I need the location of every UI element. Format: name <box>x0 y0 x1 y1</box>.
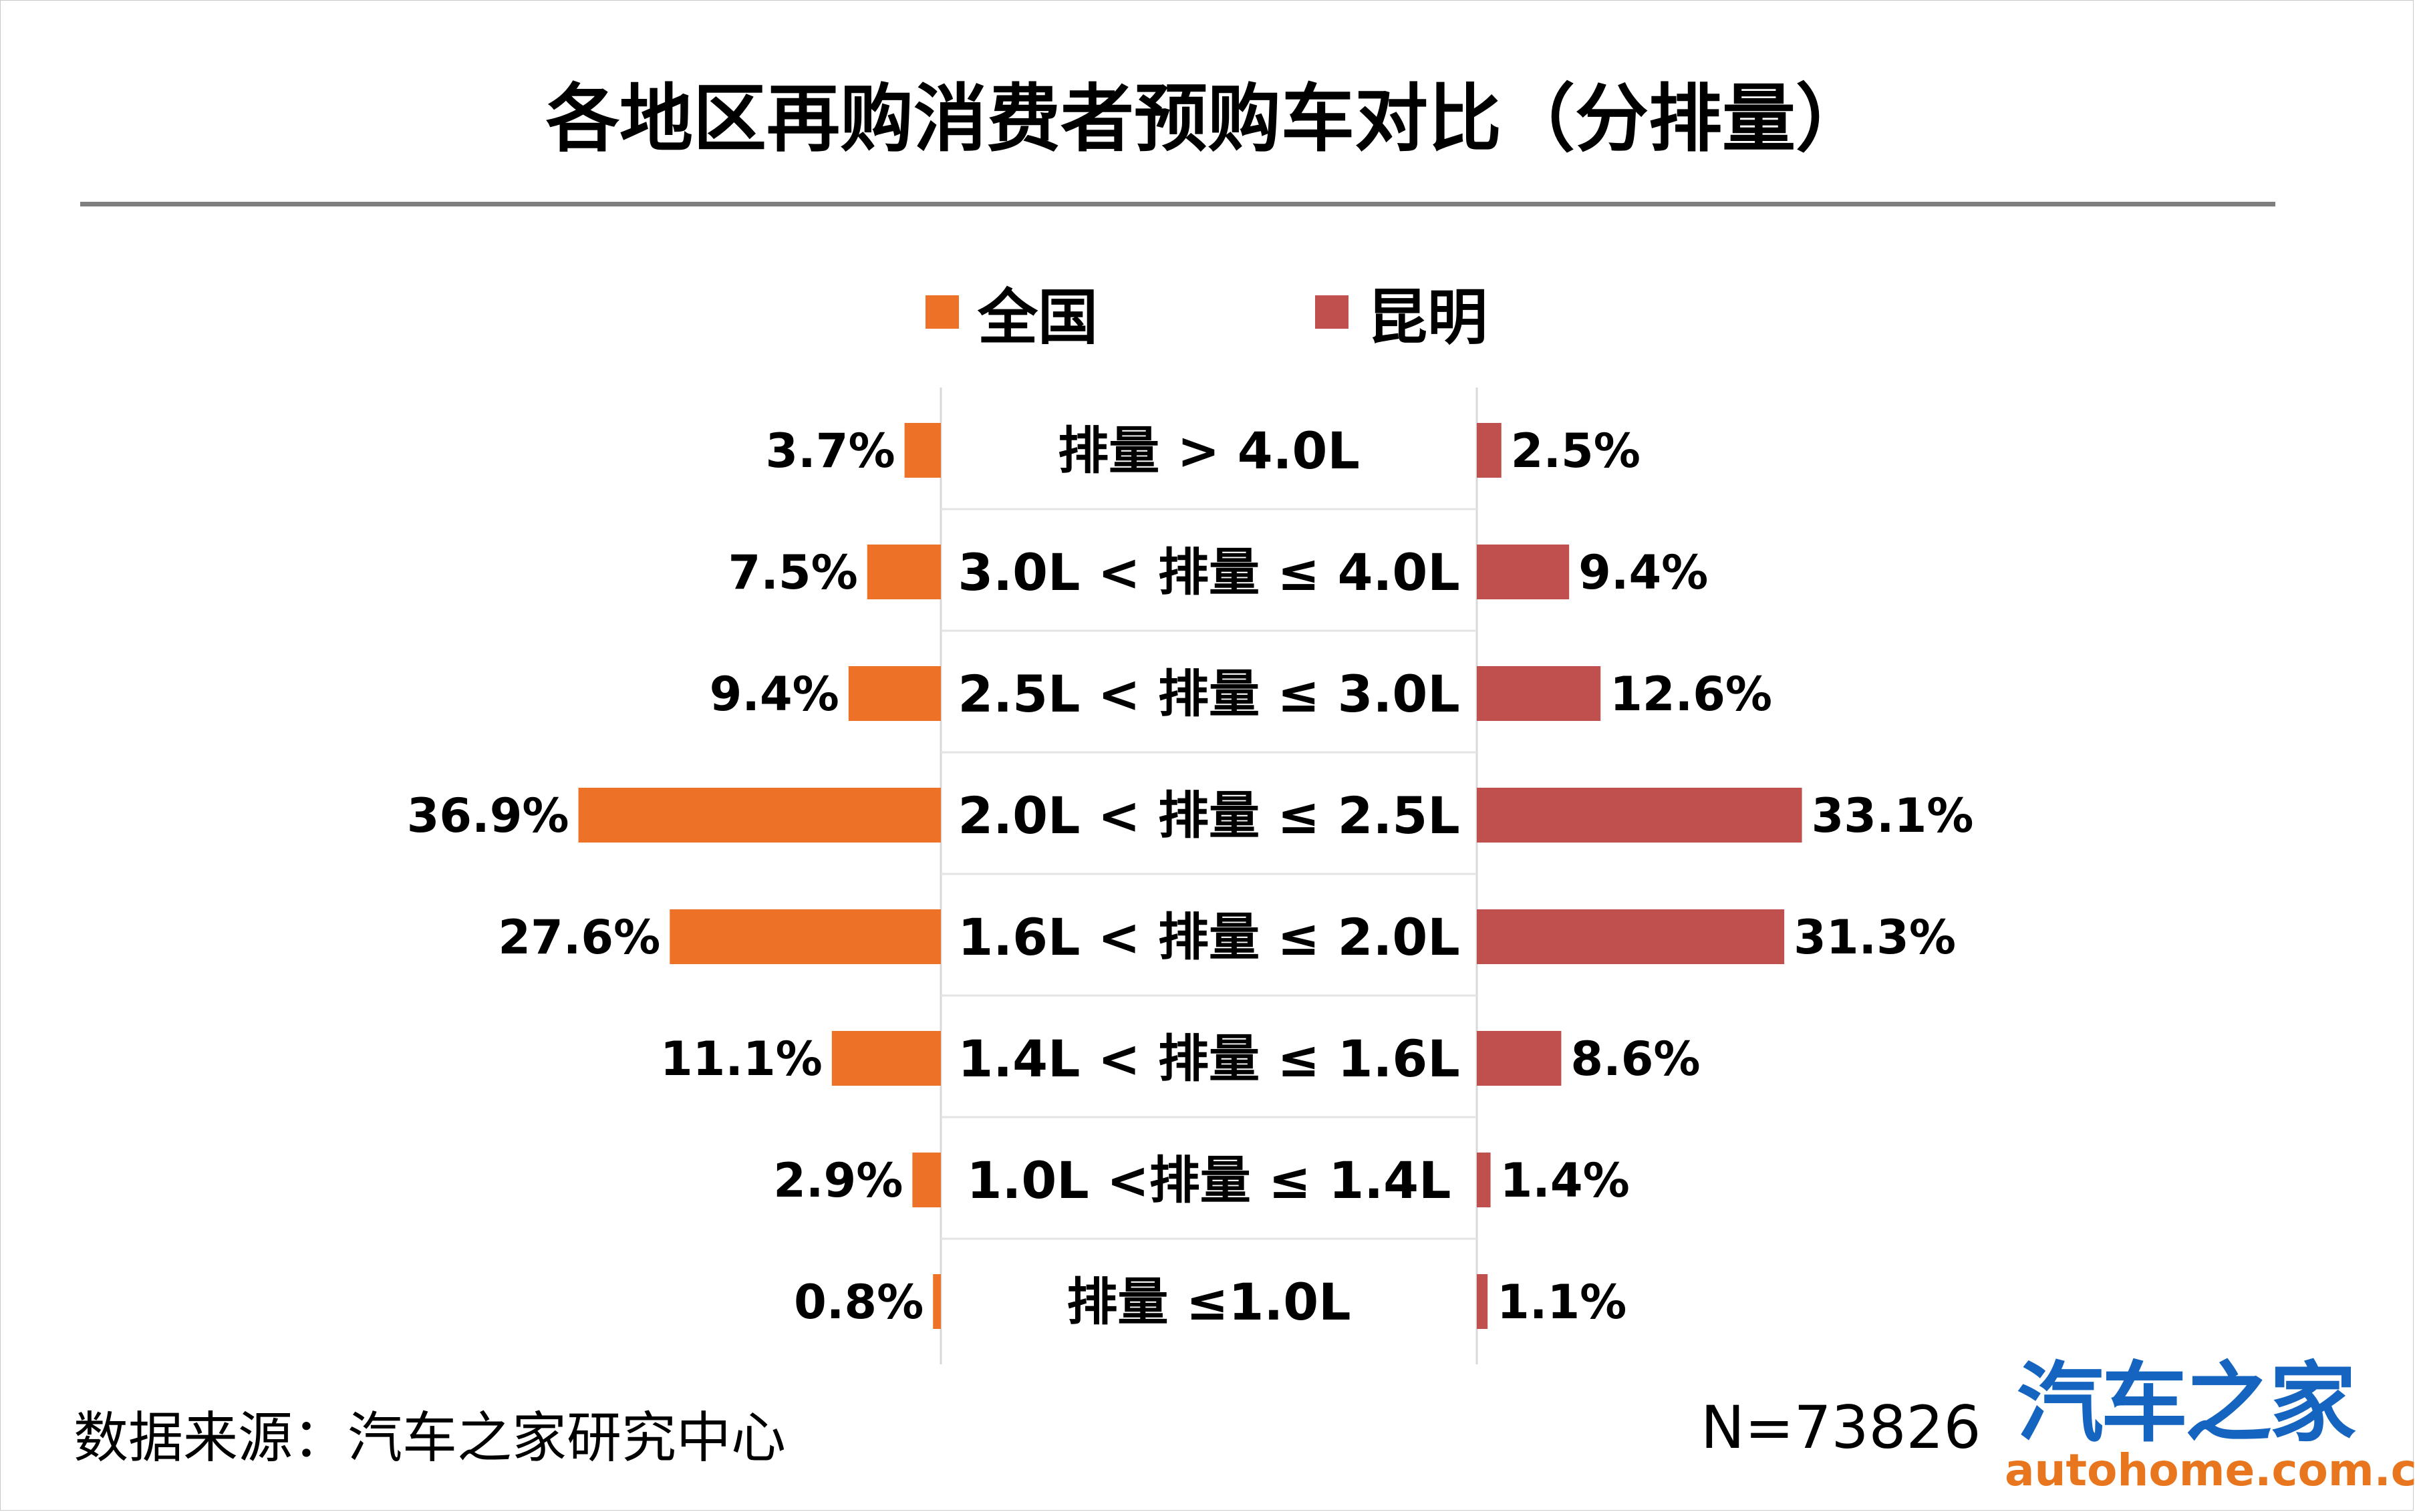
category-label: 3.0L < 排量 ≤ 4.0L <box>958 543 1459 602</box>
bar-kunming <box>1477 666 1601 721</box>
bar-national <box>831 1031 941 1086</box>
data-label-kunming: 12.6% <box>1610 667 1772 722</box>
data-label-national: 7.5% <box>728 545 858 600</box>
data-label-kunming: 33.1% <box>1812 788 1974 843</box>
logo-chinese-text: 汽车之家 <box>2016 1352 2356 1454</box>
legend-swatch-kunming <box>1315 295 1348 329</box>
bar-kunming <box>1477 545 1570 599</box>
data-label-national: 36.9% <box>407 788 569 843</box>
category-label: 1.4L < 排量 ≤ 1.6L <box>958 1029 1459 1088</box>
legend-swatch-national <box>926 295 959 329</box>
data-label-national: 27.6% <box>498 910 660 965</box>
legend-item-kunming: 昆明 <box>1315 275 1487 353</box>
legend-label-kunming: 昆明 <box>1367 283 1487 353</box>
chart-title: 各地区再购消费者预购车对比（分排量） <box>546 76 1869 162</box>
sample-size-note: N=73826 <box>1701 1393 1981 1462</box>
bar-kunming <box>1477 423 1502 478</box>
data-label-kunming: 9.4% <box>1578 545 1708 600</box>
category-label: 排量 ≤1.0L <box>1067 1272 1351 1332</box>
data-source-note: 数据来源：汽车之家研究中心 <box>74 1406 787 1470</box>
data-label-kunming: 1.1% <box>1497 1275 1626 1330</box>
bar-kunming <box>1477 909 1785 964</box>
data-label-national: 9.4% <box>710 667 839 722</box>
title-divider <box>80 202 2275 206</box>
category-label: 1.6L < 排量 ≤ 2.0L <box>958 907 1459 967</box>
bar-national <box>933 1274 941 1329</box>
data-label-kunming: 31.3% <box>1794 910 1956 965</box>
category-label: 2.5L < 排量 ≤ 3.0L <box>958 664 1459 724</box>
bar-national <box>670 909 941 964</box>
bar-national <box>578 788 941 843</box>
category-label: 2.0L < 排量 ≤ 2.5L <box>958 786 1459 845</box>
category-label: 排量 > 4.0L <box>1058 421 1360 480</box>
legend-label-national: 全国 <box>978 283 1098 353</box>
data-label-national: 3.7% <box>765 424 895 478</box>
bar-national <box>904 423 941 478</box>
bar-national <box>867 545 941 599</box>
bar-kunming <box>1477 1153 1491 1207</box>
legend-item-national: 全国 <box>926 275 1098 353</box>
bar-kunming <box>1477 1031 1562 1086</box>
data-label-kunming: 8.6% <box>1570 1032 1700 1086</box>
bar-national <box>848 666 941 721</box>
data-label-national: 11.1% <box>660 1032 823 1086</box>
data-label-kunming: 2.5% <box>1511 424 1641 478</box>
data-label-kunming: 1.4% <box>1500 1153 1630 1208</box>
bar-kunming <box>1477 788 1802 843</box>
bar-national <box>912 1153 941 1207</box>
logo-url-text: autohome.com.cn <box>2005 1445 2415 1496</box>
bar-kunming <box>1477 1274 1488 1329</box>
data-label-national: 2.9% <box>773 1153 903 1208</box>
category-label: 1.0L <排量 ≤ 1.4L <box>967 1151 1451 1210</box>
data-label-national: 0.8% <box>794 1275 924 1330</box>
autohome-logo: 汽车之家 autohome.com.cn <box>2005 1352 2415 1497</box>
